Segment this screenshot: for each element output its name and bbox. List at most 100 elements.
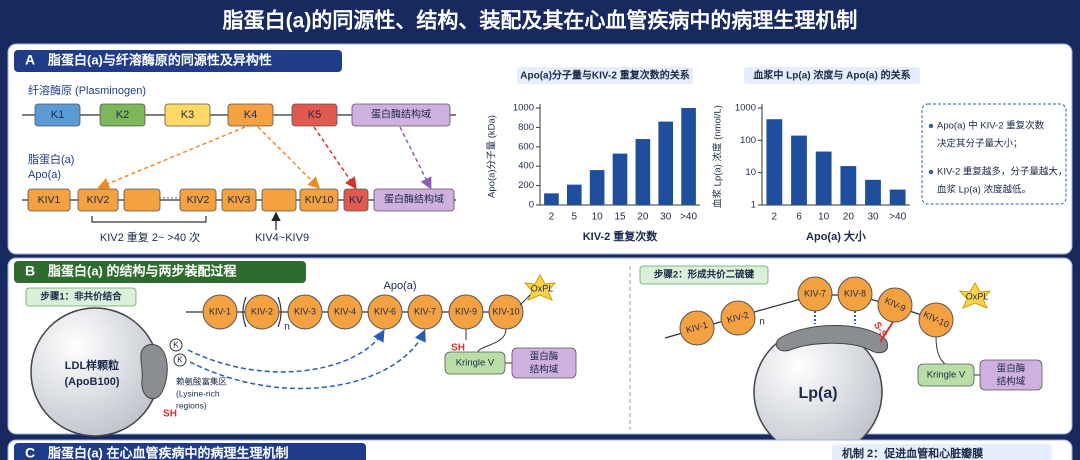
chart-title-box — [744, 67, 920, 84]
kringle-label: KIV-8 — [844, 288, 866, 298]
x-tick-label: 30 — [660, 212, 672, 223]
x-tick-label: 15 — [614, 212, 626, 223]
repeat-paren — [242, 296, 247, 328]
domain-box — [351, 103, 451, 127]
repeat-paren — [277, 296, 282, 328]
step-label-box — [639, 265, 769, 285]
repeat-bracket — [91, 216, 207, 223]
kringle-label: KIV-4 — [334, 306, 356, 316]
lysine-node — [173, 353, 187, 367]
bar — [544, 193, 559, 205]
x-tick-label: 20 — [843, 212, 855, 223]
domain-label: Kringle V — [927, 370, 966, 381]
y-tick-label: 100 — [740, 135, 756, 146]
note-text: Apo(a) 中 KIV-2 重复次数 — [937, 120, 1045, 132]
domain-box — [99, 103, 146, 127]
section-letter: A — [25, 52, 35, 68]
disulfide-bond — [879, 321, 894, 343]
step-label-box — [25, 287, 137, 307]
x-tick-label: >40 — [680, 212, 697, 223]
kringle-label: KIV-1 — [209, 306, 231, 316]
oxpl-label: OxPL — [531, 283, 554, 293]
bar — [612, 153, 628, 205]
kringle — [287, 294, 323, 330]
x-axis-label: KIV-2 重复次数 — [583, 229, 659, 243]
mechanism-label: 机制 2：促进血管和心脏瓣膜 — [842, 446, 983, 460]
domain-box — [291, 103, 338, 127]
chart-title: Apo(a)分子量与KIV-2 重复次数的关系 — [520, 69, 689, 82]
domain-label: 蛋白酶 — [997, 363, 1026, 375]
mechanism-box — [832, 444, 1052, 460]
y-axis-label: Apo(a)分子量 (kDa) — [487, 115, 498, 198]
domain-label: 结构域 — [997, 376, 1026, 388]
bar — [635, 139, 651, 205]
x-tick-label: 2 — [772, 212, 778, 223]
thiol-label: SH — [451, 343, 465, 354]
kringle — [367, 294, 403, 330]
apob-blob — [775, 324, 888, 354]
bar — [791, 135, 807, 205]
y-tick-label: 1000 — [513, 103, 534, 114]
region-label: (Lysine-rich — [176, 388, 220, 398]
domain-label: 蛋白酶 — [530, 351, 559, 363]
y-tick-label: 600 — [518, 141, 534, 152]
bar — [889, 189, 906, 205]
section-title: 脂蛋白(a) 在心血管疾病中的病理生理机制 — [47, 445, 289, 460]
bar — [681, 108, 696, 205]
kringle — [244, 294, 280, 330]
step-label: 步骤1：非共价结合 — [40, 291, 122, 303]
y-tick-label: 1 — [751, 200, 756, 211]
kringle — [720, 300, 756, 336]
chart-title-box — [517, 67, 693, 84]
bullet — [928, 169, 934, 175]
molecule-label: Apo(a) — [383, 280, 416, 292]
domain-label: KIV10 — [305, 194, 334, 206]
section-title: 脂蛋白(a)与纤溶酶原的同源性及异构性 — [47, 52, 272, 67]
panel-c-title-bar — [14, 443, 366, 460]
bar — [589, 170, 605, 205]
y-axis-label: 血浆 Lp(a) 浓度 (nmol/L) — [712, 105, 724, 208]
notes-box — [921, 103, 1067, 205]
domain-label: 蛋白酶结构域 — [384, 193, 444, 206]
link — [519, 294, 531, 306]
x-tick-label: 10 — [818, 212, 830, 223]
annotation: KIV2 重复 2~ >40 次 — [100, 230, 200, 244]
kringle-label: KIV-10 — [492, 306, 519, 316]
thiol-label: SH — [163, 409, 177, 420]
apob-blob — [140, 344, 168, 400]
bar — [566, 184, 582, 205]
kringle-label: KIV-3 — [294, 306, 316, 316]
step-label: 步骤2：形成共价二硫键 — [654, 269, 755, 281]
section-letter: C — [25, 445, 35, 460]
kringle-label: KIV-7 — [804, 288, 826, 298]
kringle — [679, 310, 715, 346]
lysine-label: K — [173, 339, 179, 349]
protease-box — [979, 359, 1043, 391]
molecule-label: Apo(a) — [28, 169, 61, 181]
panel-b-title-bar — [14, 261, 306, 283]
x-tick-label: 5 — [572, 212, 578, 223]
lysine-node — [169, 338, 183, 352]
domain-label: KIV1 — [38, 194, 61, 206]
lysine-label: K — [177, 354, 183, 364]
domain-box — [123, 188, 161, 212]
bar — [766, 119, 783, 205]
kringle-label: KIV-7 — [414, 306, 436, 316]
x-axis-label: Apo(a) 大小 — [806, 229, 866, 243]
kringle-label: KIV-6 — [374, 306, 396, 316]
molecule-label: 脂蛋白(a) — [28, 152, 74, 166]
panel-a-title-bar — [14, 50, 342, 72]
domain-label: KIV3 — [228, 194, 251, 206]
y-tick-label: 1000 — [735, 103, 756, 114]
kringle-label: KIV-9 — [455, 306, 477, 316]
repeat-label: n — [759, 317, 765, 328]
domain-box — [27, 188, 71, 212]
domain-label: Kringle V — [456, 358, 495, 369]
kringle — [407, 294, 443, 330]
domain-label: KIV2 — [187, 194, 210, 206]
oxpl-star — [958, 281, 992, 309]
domain-label: K5 — [308, 109, 321, 121]
domain-box — [227, 103, 274, 127]
